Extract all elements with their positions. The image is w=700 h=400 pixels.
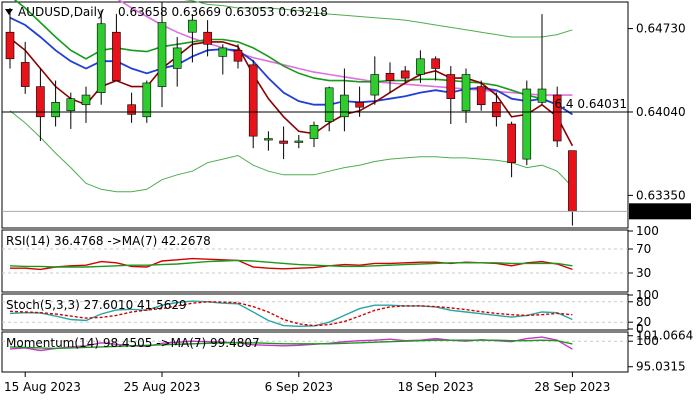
candle-body [370,74,380,96]
y-tick-label: 101.0664 [636,329,693,343]
momentum-panel[interactable]: Momentum(14) 98.4505 ->MA(7) 99.4807 [1,331,629,373]
series-line [9,339,573,350]
rsi-title: RSI(14) 36.4768 ->MA(7) 42.2678 [6,234,211,248]
candle-body [203,31,212,45]
candle-body [492,102,501,118]
x-tick-label: 25 Aug 2023 [124,380,201,394]
candle-body [446,74,456,99]
candle-body [264,138,273,141]
ohlc-values: 0.63658 0.63669 0.63053 0.63218 [118,5,328,19]
band-upper-line [184,0,573,38]
y-tick-label: 95.0315 [636,360,686,374]
candle-body [400,70,410,79]
price-panel[interactable]: 6.4 0.64031 AUDUSD,Daily 0.63658 0.63669… [1,0,629,229]
x-tick-label: 28 Sep 2023 [534,380,610,394]
rsi-lines [9,257,573,271]
candle-body [5,31,15,60]
rsi-y-axis: 100 70 30 [628,224,659,280]
candle-body [507,123,516,164]
title-area: AUDUSD,Daily 0.63658 0.63669 0.63053 0.6… [5,5,328,19]
price-y-axis: 0.64730 0.64040 0.63350 [628,22,686,202]
dropdown-triangle-icon[interactable] [5,9,13,15]
momentum-lines [9,336,573,352]
candle-body [522,88,532,160]
rsi-grid [2,248,628,274]
candle-body [552,94,562,142]
price-panel-frame [1,1,629,229]
stoch-panel[interactable]: Stoch(5,3,3) 27.6010 41.5629 [1,293,629,331]
candle-body [96,23,106,93]
candle-body [431,58,440,69]
candle-body [112,31,121,81]
series-line [9,301,573,327]
bollinger-bands [9,0,573,193]
series-line [9,300,573,328]
candle-body [172,47,182,69]
y-tick-label: 80 [636,295,651,309]
candle-body [340,94,349,118]
stoch-title: Stoch(5,3,3) 27.6010 41.5629 [6,298,187,312]
stoch-lines [9,300,573,328]
candle-body [157,22,167,87]
x-axis: 15 Aug 2023 25 Aug 2023 6 Sep 2023 18 Sep 2… [4,372,610,394]
candle-body [324,87,334,122]
momentum-title: Momentum(14) 98.4505 ->MA(7) 99.4807 [6,336,260,350]
candle-body [248,64,258,137]
candle-body [294,140,304,143]
symbol-label: AUDUSD,Daily [18,5,104,19]
rsi-panel-frame [1,229,629,293]
candle-body [355,102,364,108]
candle-body [142,82,152,118]
stoch-grid [2,301,628,323]
candle-body [36,86,45,118]
candle-body [127,104,136,115]
current-price-tag-text: 0.63218 [634,204,684,218]
candle-body [385,73,395,81]
current-price-tag: 0.63218 [629,203,691,220]
candle-body [568,150,577,212]
y-tick-label: 100 [636,288,659,302]
y-tick-label: 100 [636,224,659,238]
candle-body [279,140,288,144]
y-tick-label: 100 [636,334,659,348]
price-y-tick-label: 0.64730 [636,22,686,36]
candlesticks [5,2,577,226]
candle-body [416,58,425,75]
candle-body [51,102,60,118]
candle-body [20,62,30,87]
candle-body [188,19,197,33]
rsi-panel[interactable]: RSI(14) 36.4768 ->MA(7) 42.2678 [1,229,629,293]
candle-body [476,86,486,106]
price-y-tick-label: 0.64040 [636,105,686,119]
candle-body [537,88,547,103]
y-tick-label: 70 [636,242,651,256]
x-tick-label: 15 Aug 2023 [4,380,81,394]
x-tick-label: 6 Sep 2023 [265,380,333,394]
x-tick-label: 18 Sep 2023 [398,380,474,394]
y-tick-label: 30 [636,266,651,280]
band-lower-line [9,110,573,193]
candle-body [233,50,243,62]
candle-body [66,98,76,112]
candle-body [461,74,471,112]
horizontal-level-label: 6.4 0.64031 [554,97,627,111]
candle-body [309,124,319,139]
y-tick-label: 20 [636,315,651,329]
current-price-tag-bg [629,203,691,220]
candle-body [81,94,91,106]
candle-body [218,47,228,57]
y-tick-label: 0 [636,322,644,336]
price-y-tick-label: 0.63350 [636,188,686,202]
series-line [9,259,573,268]
